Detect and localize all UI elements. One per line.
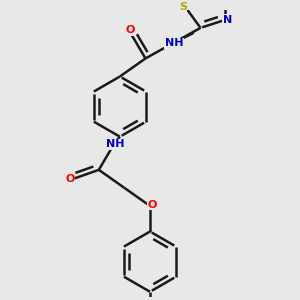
Text: NH: NH (106, 139, 124, 149)
Text: O: O (65, 174, 75, 184)
Text: O: O (148, 200, 157, 210)
Text: S: S (179, 2, 187, 12)
Text: NH: NH (165, 38, 183, 48)
Text: N: N (223, 15, 232, 25)
Text: O: O (126, 25, 135, 35)
